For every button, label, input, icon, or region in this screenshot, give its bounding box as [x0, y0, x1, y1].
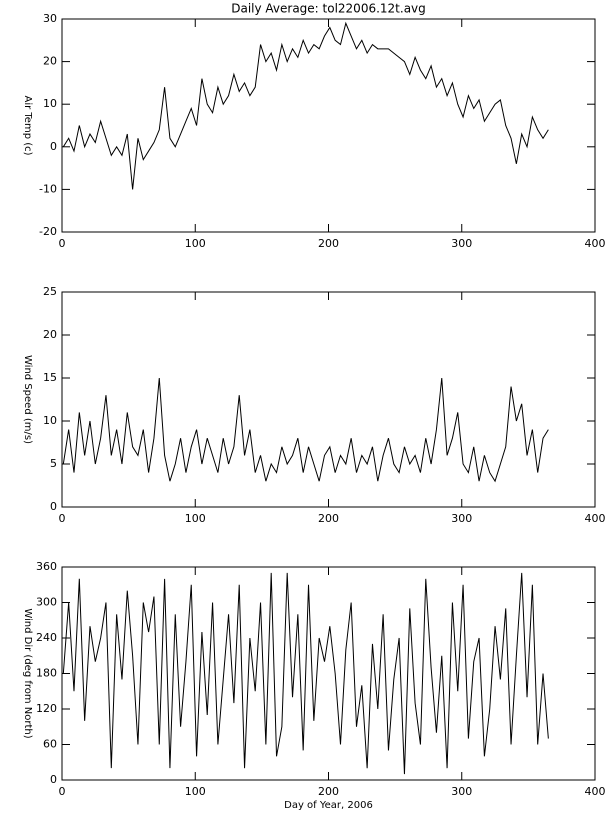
x-axis-label: Day of Year, 2006 — [284, 800, 373, 811]
y-tick-label: -20 — [39, 225, 57, 238]
y-tick-label: 15 — [43, 371, 57, 384]
y-tick-label: 0 — [50, 773, 57, 786]
plot-frame — [61, 18, 596, 233]
y-tick-label: 25 — [43, 285, 57, 298]
y-axis-label: Wind Speed (m/s) — [22, 355, 33, 444]
y-axis-label: Air Temp (c) — [22, 95, 33, 155]
y-tick-label: 0 — [50, 500, 57, 513]
y-tick-label: 5 — [50, 457, 57, 470]
x-tick-label: 400 — [585, 237, 606, 250]
x-tick-label: 400 — [585, 512, 606, 525]
x-tick-label: 0 — [59, 237, 66, 250]
y-tick-label: 10 — [43, 414, 57, 427]
x-tick-label: 300 — [451, 512, 472, 525]
y-tick-label: 120 — [36, 702, 57, 715]
data-line — [62, 377, 549, 483]
x-tick-label: 0 — [59, 785, 66, 798]
data-line — [62, 21, 549, 190]
y-tick-label: 240 — [36, 631, 57, 644]
x-tick-label: 100 — [185, 237, 206, 250]
y-tick-label: 360 — [36, 560, 57, 573]
x-tick-label: 0 — [59, 512, 66, 525]
x-tick-label: 200 — [318, 512, 339, 525]
y-tick-label: -10 — [39, 182, 57, 195]
x-tick-label: 300 — [451, 785, 472, 798]
y-tick-label: 20 — [43, 55, 57, 68]
y-tick-label: 20 — [43, 328, 57, 341]
chart-title: Daily Average: tol22006.12t.avg — [231, 2, 426, 16]
x-tick-label: 200 — [318, 237, 339, 250]
x-tick-label: 200 — [318, 785, 339, 798]
y-tick-label: 30 — [43, 12, 57, 25]
y-tick-label: 180 — [36, 667, 57, 680]
x-tick-label: 100 — [185, 512, 206, 525]
data-line — [62, 572, 549, 775]
x-tick-label: 300 — [451, 237, 472, 250]
plot-frame — [61, 291, 596, 508]
x-tick-label: 400 — [585, 785, 606, 798]
x-tick-label: 100 — [185, 785, 206, 798]
y-tick-label: 300 — [36, 596, 57, 609]
y-axis-label: Wind Dir (deg from North) — [22, 608, 33, 738]
y-tick-label: 60 — [43, 738, 57, 751]
y-tick-label: 10 — [43, 97, 57, 110]
y-tick-label: 0 — [50, 140, 57, 153]
